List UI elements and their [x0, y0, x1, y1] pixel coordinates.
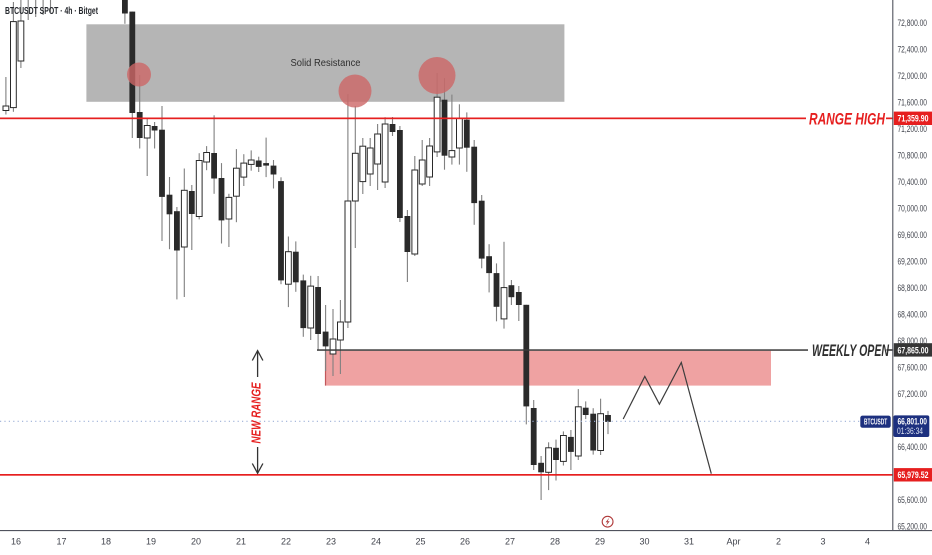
svg-text:4: 4 — [865, 537, 870, 547]
svg-text:20: 20 — [191, 537, 201, 547]
svg-text:65,979.52: 65,979.52 — [898, 470, 929, 480]
svg-text:19: 19 — [146, 537, 156, 547]
svg-text:65,200.00: 65,200.00 — [898, 521, 928, 531]
svg-text:3: 3 — [820, 537, 825, 547]
svg-text:70,000.00: 70,000.00 — [898, 204, 928, 214]
svg-text:30: 30 — [639, 537, 649, 547]
svg-text:68,000.00: 68,000.00 — [898, 336, 928, 346]
svg-text:70,800.00: 70,800.00 — [898, 151, 928, 161]
svg-text:NEW RANGE: NEW RANGE — [248, 382, 263, 443]
svg-text:RANGE HIGH: RANGE HIGH — [809, 111, 886, 129]
svg-text:71,600.00: 71,600.00 — [898, 98, 928, 108]
svg-text:22: 22 — [281, 537, 291, 547]
svg-text:71,359.90: 71,359.90 — [898, 114, 929, 124]
svg-text:67,200.00: 67,200.00 — [898, 389, 928, 399]
svg-text:72,000.00: 72,000.00 — [898, 71, 928, 81]
svg-text:BTCUSDT: BTCUSDT — [864, 417, 888, 427]
svg-text:27: 27 — [505, 537, 515, 547]
svg-text:68,400.00: 68,400.00 — [898, 310, 928, 320]
svg-text:21: 21 — [236, 537, 246, 547]
svg-text:24: 24 — [371, 537, 381, 547]
svg-text:23: 23 — [326, 537, 336, 547]
svg-text:BTCUSDT SPOT · 4h · Bitget: BTCUSDT SPOT · 4h · Bitget — [5, 5, 98, 17]
svg-text:69,200.00: 69,200.00 — [898, 257, 928, 267]
svg-text:29: 29 — [595, 537, 605, 547]
svg-text:72,400.00: 72,400.00 — [898, 45, 928, 55]
svg-text:66,801.00: 66,801.00 — [898, 416, 928, 426]
svg-text:Solid Resistance: Solid Resistance — [291, 58, 361, 69]
svg-text:65,600.00: 65,600.00 — [898, 495, 928, 505]
svg-text:2: 2 — [776, 537, 781, 547]
svg-text:31: 31 — [684, 537, 694, 547]
svg-text:18: 18 — [101, 537, 111, 547]
svg-text:67,865.00: 67,865.00 — [898, 345, 929, 355]
svg-text:01:36:34: 01:36:34 — [897, 426, 923, 436]
svg-text:Apr: Apr — [726, 537, 740, 547]
svg-text:72,800.00: 72,800.00 — [898, 18, 928, 28]
svg-text:25: 25 — [415, 537, 425, 547]
svg-text:28: 28 — [550, 537, 560, 547]
svg-text:66,400.00: 66,400.00 — [898, 442, 928, 452]
svg-text:71,200.00: 71,200.00 — [898, 124, 928, 134]
svg-text:70,400.00: 70,400.00 — [898, 177, 928, 187]
svg-text:17: 17 — [56, 537, 66, 547]
svg-text:69,600.00: 69,600.00 — [898, 230, 928, 240]
svg-text:WEEKLY OPEN: WEEKLY OPEN — [812, 342, 890, 360]
svg-text:16: 16 — [11, 537, 21, 547]
svg-text:67,600.00: 67,600.00 — [898, 363, 928, 373]
svg-text:68,800.00: 68,800.00 — [898, 283, 928, 293]
svg-text:26: 26 — [460, 537, 470, 547]
